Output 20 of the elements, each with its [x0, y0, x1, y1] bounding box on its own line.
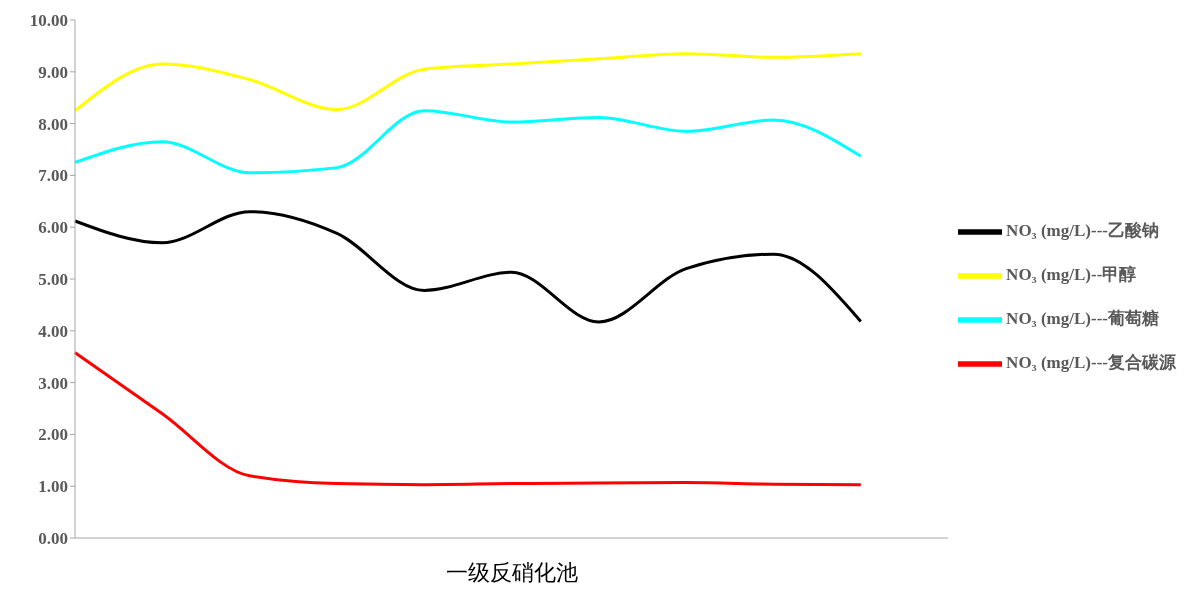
y-tick-label: 7.00: [38, 166, 68, 186]
y-tick-label: 0.00: [38, 529, 68, 549]
legend-label: NO₃ (mg/L)--甲醇: [1006, 264, 1137, 284]
line-series: [73, 351, 863, 487]
y-tick-label: 5.00: [38, 270, 68, 290]
y-tick-label: 9.00: [38, 62, 68, 82]
legend-label: NO₃ (mg/L)---复合碳源: [1006, 352, 1176, 372]
y-tick-label: 6.00: [38, 218, 68, 238]
x-axis-title: 一级反硝化池: [445, 560, 578, 585]
line-series: [73, 52, 863, 113]
legend-label: NO₃ (mg/L)---葡萄糖: [1006, 308, 1159, 328]
y-tick-label: 2.00: [38, 425, 68, 445]
line-series: [73, 109, 863, 175]
line-series: [73, 210, 863, 324]
y-tick-label: 4.00: [38, 321, 68, 341]
y-tick-label: 1.00: [38, 477, 68, 497]
legend-label: NO₃ (mg/L)---乙酸钠: [1006, 220, 1159, 240]
y-tick-label: 3.00: [38, 373, 68, 393]
y-tick-label: 8.00: [38, 114, 68, 134]
y-tick-label: 10.00: [29, 11, 68, 31]
